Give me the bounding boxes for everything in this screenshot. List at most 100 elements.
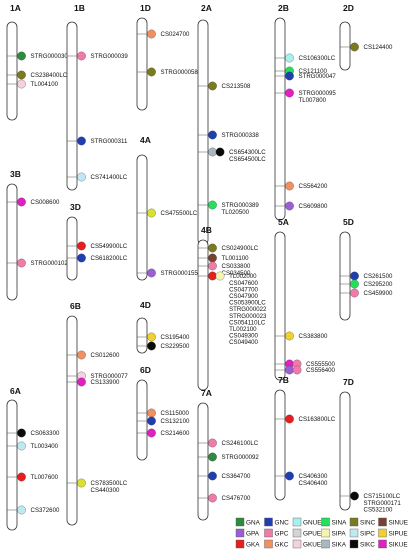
marker-label: TL001100 [222, 255, 250, 262]
marker-label: STRG000058 [161, 69, 199, 76]
legend-label: SIKA [332, 542, 347, 549]
chromosome-7a: 7A CS246100LC STRG000092 CS364700 CS476700 [197, 388, 260, 521]
chromosome-bar [136, 154, 148, 281]
marker: CS364700 [198, 471, 251, 481]
marker-dot [208, 271, 217, 281]
marker: CS133900 [67, 377, 120, 387]
marker-label: CS476700 [222, 495, 251, 502]
legend-swatch [292, 539, 302, 549]
legend-entry: GNA [235, 517, 261, 527]
chromosome-bar [136, 17, 148, 111]
chromosome-label: 5A [278, 217, 289, 227]
chromosome-bar [274, 17, 286, 221]
legend-entry: SIPC [349, 528, 375, 538]
chromosome-2d: 2D CS124400 [339, 3, 393, 71]
marker: CS195400 [137, 332, 190, 342]
legend-label: SIPC [360, 531, 375, 538]
chromosome-bar [339, 21, 351, 71]
chromosome-4d: 4D CS195400 CS229500 [136, 300, 190, 354]
legend-swatch [378, 539, 387, 549]
marker: STRG000155 [137, 268, 198, 278]
marker-label: CS214600 [161, 430, 190, 437]
legend-swatch [349, 539, 359, 549]
marker-label: CS238400LC [31, 72, 68, 79]
chromosome-label: 1B [74, 3, 85, 13]
marker: CS475500LC [137, 208, 198, 218]
chromosome-label: 6A [10, 386, 21, 396]
chromosome-bar [274, 389, 286, 501]
chromosome-label: 3B [10, 169, 21, 179]
marker-dot [208, 253, 217, 263]
legend-label: GNC [275, 520, 290, 527]
marker-dot [215, 271, 225, 281]
chromosome-label: 6B [70, 301, 81, 311]
legend-swatch [378, 517, 387, 527]
legend-entry: GNC [264, 517, 290, 527]
chromosome-2a: 2A CS213508 STRG000338 CS654300LCCS654500LC… [197, 3, 266, 246]
marker-label: CS475500LC [161, 210, 198, 217]
marker-dot [350, 271, 359, 281]
marker: CS246100LC [198, 438, 259, 448]
legend-label: SIPA [332, 531, 347, 538]
legend-label: GKUE [303, 542, 321, 549]
chromosome-bar [6, 183, 18, 301]
marker-dot [350, 491, 359, 501]
marker: STRG000058 [137, 67, 199, 77]
marker: CS609800 [275, 201, 328, 211]
chromosome-1d: 1D CS024700 STRG000058 [136, 3, 199, 111]
marker: STRG000039 [67, 51, 128, 61]
marker: CS564200 [275, 181, 328, 191]
legend-label: SIPUE [389, 531, 408, 538]
marker-label: STRG000389 [222, 202, 260, 209]
marker-dot [292, 365, 302, 375]
legend-entry: SIKUE [378, 539, 408, 549]
chromosome-bar [66, 21, 78, 191]
chromosome-bar [66, 216, 78, 281]
marker: CS476700 [198, 493, 251, 503]
marker-label: CS406300 [299, 473, 328, 480]
marker-dot [285, 181, 294, 191]
legend-entry: GPA [235, 528, 260, 538]
marker-label: CS372600 [31, 507, 60, 514]
marker-label: STRG000092 [222, 454, 260, 461]
marker-dot [17, 472, 26, 482]
marker-dot [77, 51, 86, 61]
legend-swatch [264, 539, 273, 549]
marker-label: TL004100 [31, 81, 59, 88]
marker-label: STRG000095 [299, 90, 337, 97]
marker: CS106300LC [275, 53, 336, 63]
marker: CS063300 [7, 428, 60, 438]
marker: CS618200LC [67, 253, 128, 263]
legend-swatch [292, 528, 302, 538]
marker-dot [17, 441, 26, 451]
marker-label: TL020500 [222, 209, 250, 216]
marker-dot [17, 51, 26, 61]
marker-label: CS383800 [299, 333, 328, 340]
marker-label: CS133900 [91, 379, 120, 386]
chromosome-label: 6D [140, 365, 151, 375]
legend-swatch [378, 528, 387, 538]
marker-label: TL003400 [31, 443, 59, 450]
marker-dot [285, 471, 294, 481]
legend-label: GPC [275, 531, 289, 538]
legend-entry: SINA [321, 517, 347, 527]
marker-dot [208, 438, 217, 448]
marker: STRG000338 [198, 130, 259, 140]
marker-dot [17, 428, 26, 438]
chromosome-label: 1D [140, 3, 151, 13]
marker-dot [147, 332, 156, 342]
chromosome-bar [136, 379, 148, 461]
marker-dot [77, 350, 86, 360]
marker: CS213508 [198, 81, 251, 91]
marker-label: CS532100 [364, 506, 393, 513]
chromosome-6a: 6A CS063300 TL003400 TL007600 CS372600 [6, 386, 60, 531]
chromosome-1a: 1A STRG000030 CS238400LC TL004100 [6, 3, 68, 121]
legend-swatch [292, 517, 302, 527]
chromosome-bar [136, 317, 148, 354]
marker-dot [285, 71, 294, 81]
